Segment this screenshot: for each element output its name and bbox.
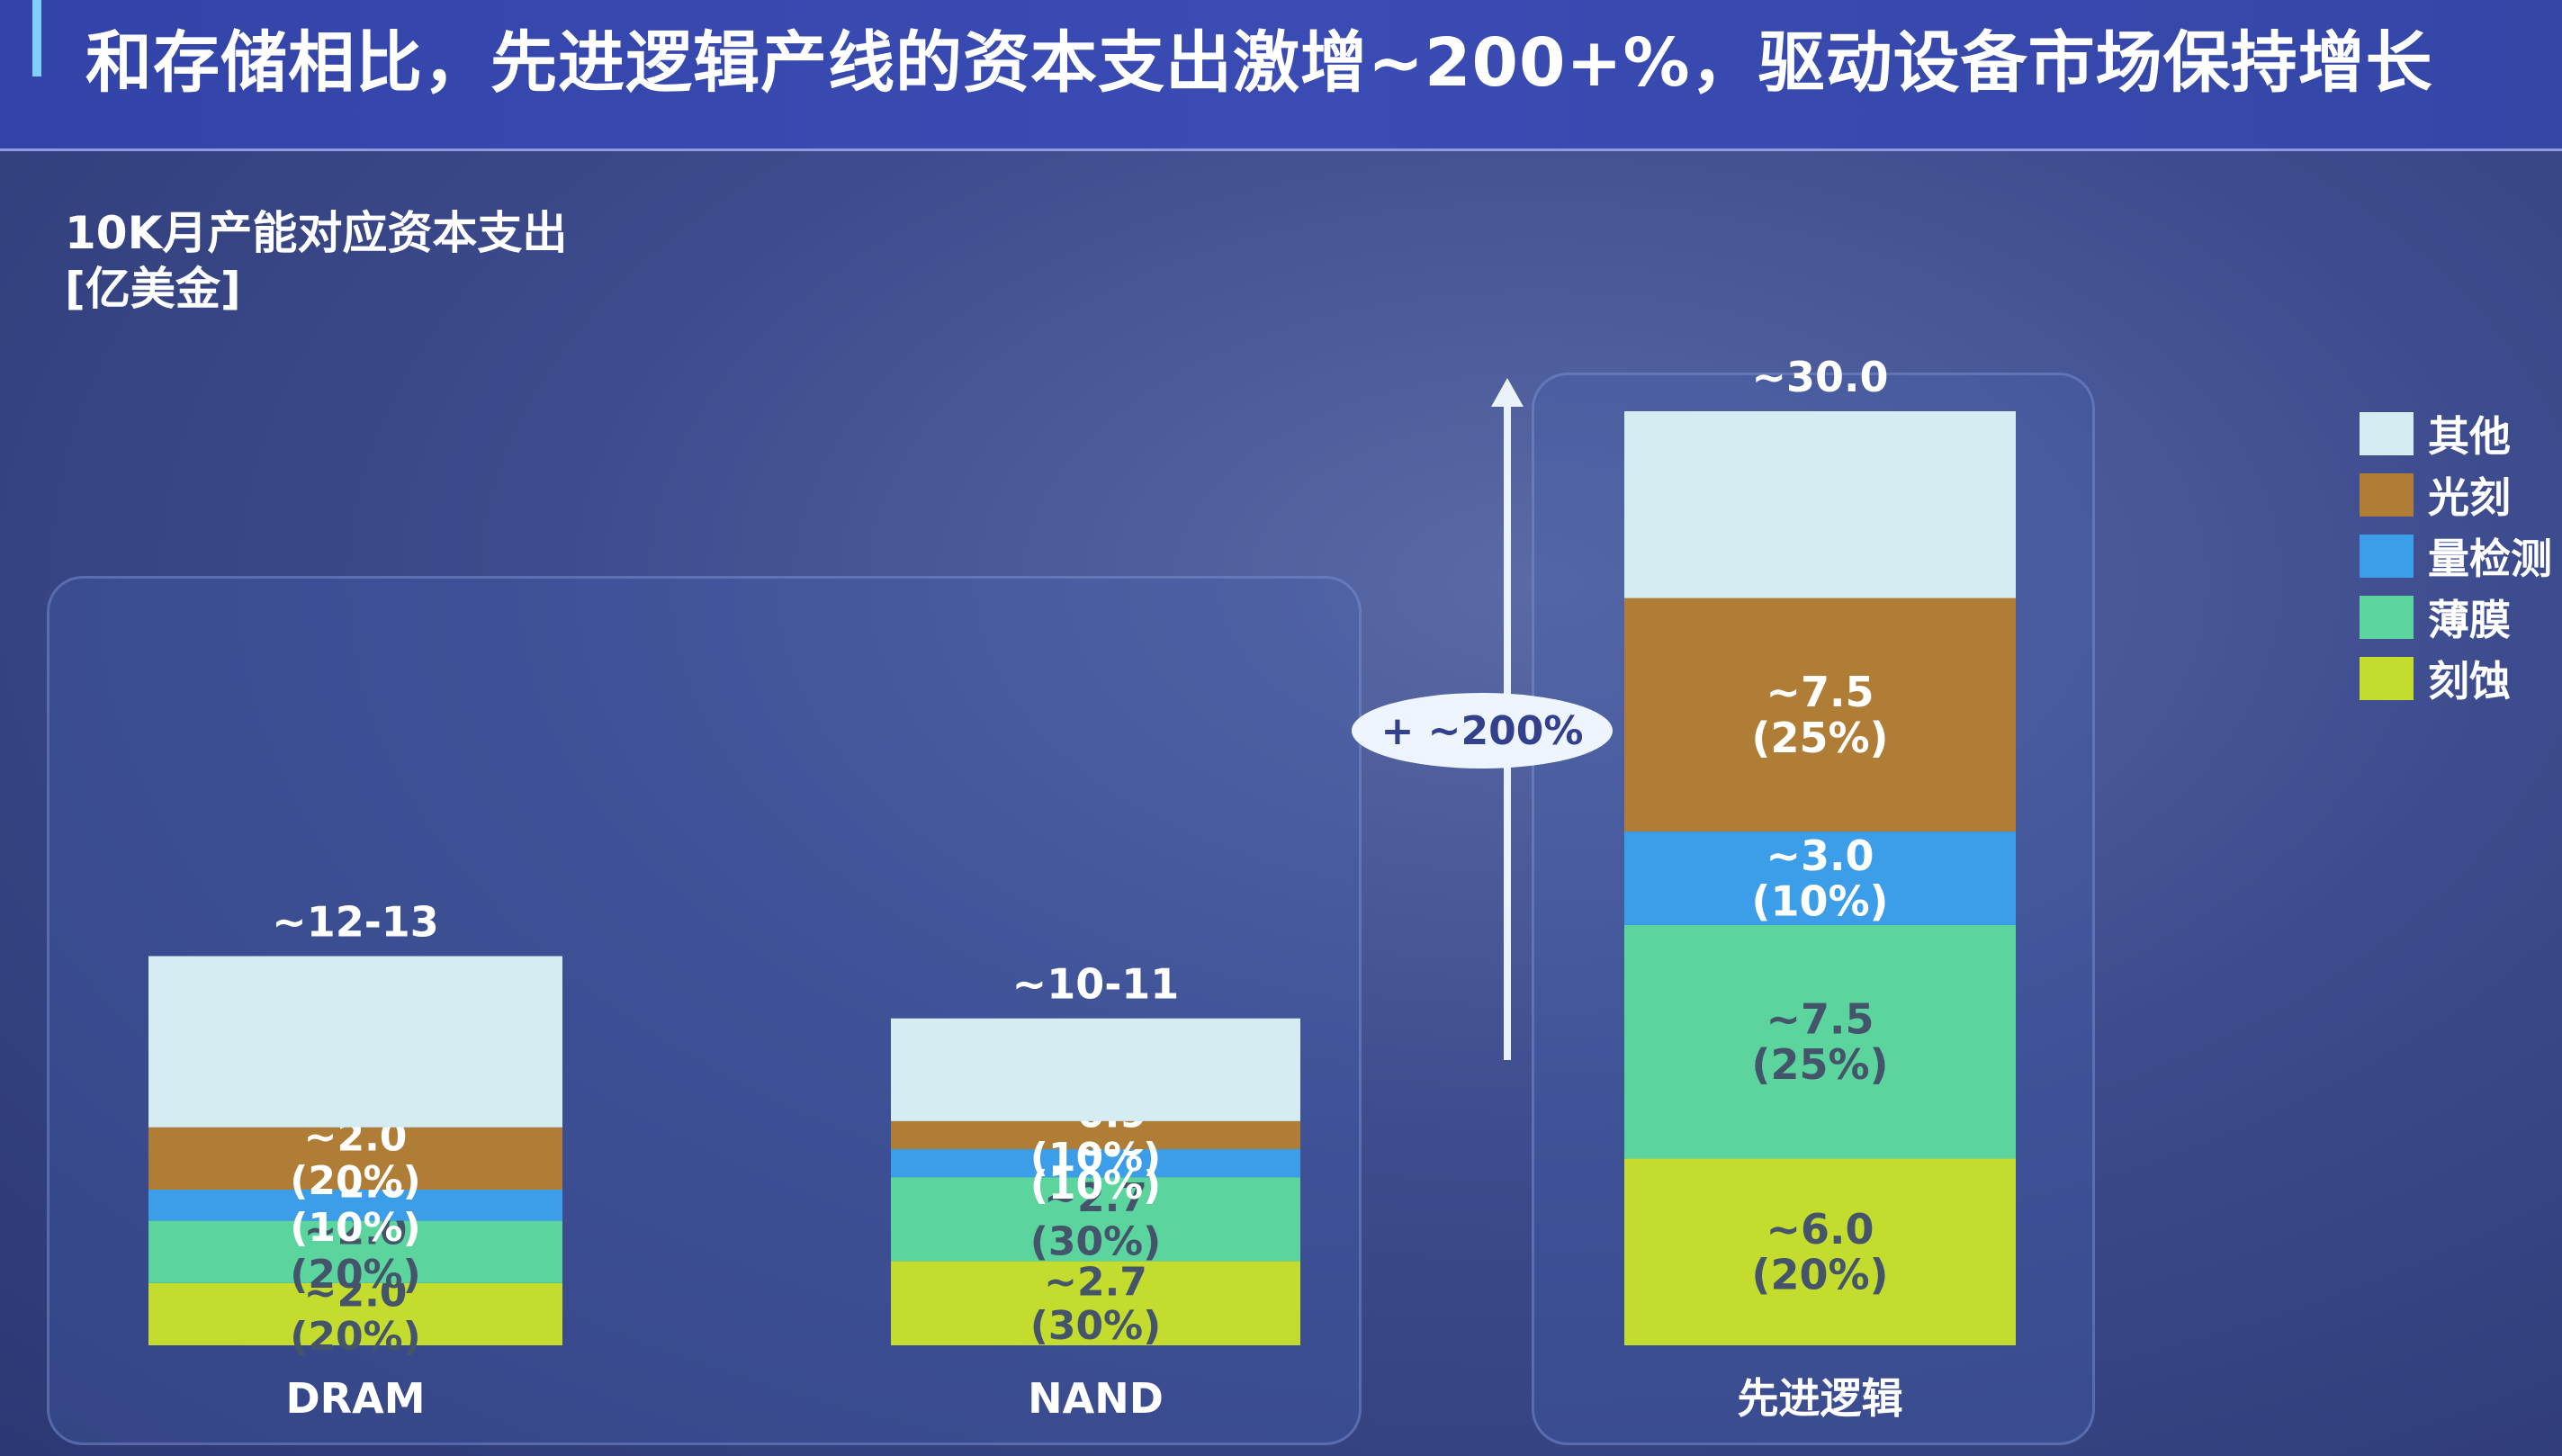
- legend-item-lithography: 光刻: [2360, 464, 2552, 526]
- total-label-nand: ~10-11: [1012, 960, 1180, 1009]
- data-label-nand-thin-film: ~2.7 (30%): [1030, 1175, 1162, 1264]
- bar-dram-thin-film: [148, 1220, 562, 1283]
- bar-advanced-logic-lithography: [1624, 598, 2016, 832]
- data-label-nand-etch: ~2.7 (30%): [1030, 1259, 1162, 1348]
- bar-advanced-logic-other: [1624, 411, 2016, 598]
- bar-nand-lithography: [891, 1120, 1300, 1150]
- bar-nand-other: [891, 1018, 1300, 1121]
- data-label-advanced-logic-etch: ~6.0 (20%): [1751, 1205, 1888, 1299]
- legend-swatch-lithography: [2360, 473, 2414, 517]
- bar-advanced-logic-etch: [1624, 1158, 2016, 1345]
- bar-dram-other: [148, 956, 562, 1128]
- title-accent-bar: [32, 0, 41, 76]
- legend-item-other: 其他: [2360, 403, 2552, 464]
- bar-dram-metrology: [148, 1190, 562, 1221]
- data-label-advanced-logic-metrology: ~3.0 (10%): [1751, 831, 1888, 926]
- legend: 其他光刻量检测薄膜刻蚀: [2360, 403, 2552, 709]
- y-axis-label: 10K月产能对应资本支出 [亿美金]: [65, 205, 567, 317]
- legend-label-thin-film: 薄膜: [2428, 596, 2511, 644]
- category-label-dram: DRAM: [286, 1374, 426, 1423]
- data-label-advanced-logic-lithography: ~7.5 (25%): [1751, 668, 1888, 762]
- data-label-dram-lithography: ~2.0 (20%): [290, 1115, 421, 1204]
- legend-item-etch: 刻蚀: [2360, 648, 2552, 709]
- category-label-nand: NAND: [1028, 1374, 1164, 1423]
- page-title: 和存储相比，先进逻辑产线的资本支出激增~200+%，驱动设备市场保持增长: [85, 24, 2433, 102]
- category-label-advanced-logic: 先进逻辑: [1738, 1374, 1903, 1423]
- legend-swatch-etch: [2360, 657, 2414, 700]
- legend-swatch-thin-film: [2360, 596, 2414, 639]
- legend-label-lithography: 光刻: [2428, 473, 2511, 522]
- growth-badge: + ~200%: [1352, 693, 1613, 768]
- bar-nand-thin-film: [891, 1177, 1300, 1262]
- legend-item-thin-film: 薄膜: [2360, 587, 2552, 648]
- legend-item-metrology: 量检测: [2360, 526, 2552, 587]
- y-axis-label-unit: [亿美金]: [65, 263, 241, 315]
- bar-advanced-logic-thin-film: [1624, 924, 2016, 1159]
- y-axis-label-line1: 10K月产能对应资本支出: [65, 207, 568, 259]
- title-bar: 和存储相比，先进逻辑产线的资本支出激增~200+%，驱动设备市场保持增长: [0, 0, 2562, 151]
- legend-swatch-other: [2360, 412, 2414, 455]
- up-arrow-icon: [1491, 378, 1524, 407]
- bar-dram-etch: [148, 1282, 562, 1345]
- data-label-advanced-logic-thin-film: ~7.5 (25%): [1751, 994, 1888, 1089]
- bar-advanced-logic-metrology: [1624, 831, 2016, 925]
- bar-nand-etch: [891, 1261, 1300, 1345]
- bar-nand-metrology: [891, 1149, 1300, 1178]
- legend-label-metrology: 量检测: [2428, 535, 2552, 583]
- total-label-advanced-logic: ~30.0: [1751, 353, 1888, 401]
- total-label-dram: ~12-13: [272, 898, 439, 947]
- bar-dram-lithography: [148, 1127, 562, 1190]
- legend-swatch-metrology: [2360, 535, 2414, 578]
- legend-label-other: 其他: [2428, 412, 2511, 461]
- legend-label-etch: 刻蚀: [2428, 657, 2511, 706]
